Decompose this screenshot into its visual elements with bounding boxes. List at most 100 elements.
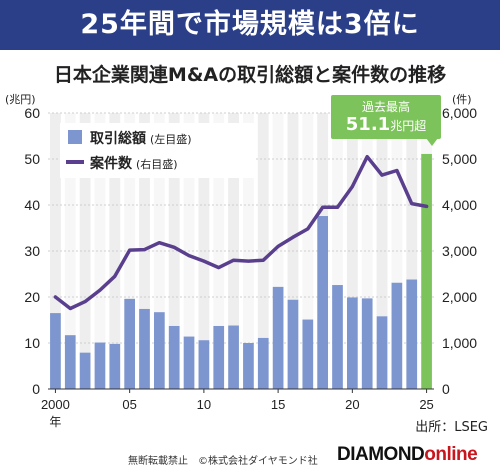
stripe <box>272 113 284 389</box>
copyright-note: 無断転載禁止 ©株式会社ダイヤモンド社 <box>128 456 318 467</box>
deal-count-line <box>53 154 429 311</box>
point-2001 <box>68 307 72 310</box>
point-2018 <box>321 205 325 209</box>
y-left-tick-label: 40 <box>24 197 40 213</box>
stripe <box>406 113 418 389</box>
stripe <box>198 113 210 389</box>
bar-2024 <box>406 279 418 389</box>
point-2004 <box>113 274 117 278</box>
y-right-tick-label: 3,000 <box>442 243 477 259</box>
point-2008 <box>172 245 176 249</box>
point-2019 <box>336 205 339 209</box>
point-2010 <box>202 259 206 263</box>
bar-2016 <box>287 299 299 389</box>
bar-series <box>50 153 432 389</box>
x-tick-label: 10 <box>197 397 211 412</box>
stripe <box>168 113 180 389</box>
banner-title: 25年間で市場規模は3倍に <box>80 9 420 40</box>
legend: 取引総額 (左目盛) 案件数 (右目盛) <box>60 123 256 178</box>
y-left-tick-label: 0 <box>32 381 40 397</box>
legend-bar-label: 取引総額 <box>90 130 146 147</box>
bar-2017 <box>302 319 314 389</box>
bar-2023 <box>391 282 403 389</box>
callout-value-row: 51.1兆円超 <box>331 115 441 136</box>
chart-title: 日本企業関連M&Aの取引総額と案件数の推移 <box>53 64 447 86</box>
stripe <box>64 113 76 389</box>
bar-2000 <box>50 313 61 389</box>
point-2009 <box>187 254 191 258</box>
y-right-tick-label: 1,000 <box>442 335 477 351</box>
x-tick-label: 05 <box>122 397 136 412</box>
point-2025 <box>425 204 429 208</box>
point-2000 <box>53 295 57 299</box>
stripe <box>361 113 373 389</box>
y-left-tick-label: 30 <box>24 243 40 259</box>
point-2011 <box>217 266 221 270</box>
y-left-tick-label: 60 <box>24 105 40 121</box>
bar-2001 <box>64 335 76 389</box>
y-left-unit: (兆円) <box>5 93 36 106</box>
axes: 0 10 20 30 40 50 60 0 1,000 2,000 3,000 4,000 5,000 6… <box>5 93 477 429</box>
legend-box <box>60 123 256 178</box>
point-2023 <box>395 169 399 172</box>
bar-2011 <box>213 325 225 389</box>
callout-label: 過去最高 <box>361 100 410 114</box>
point-2006 <box>143 248 146 252</box>
x-tick-label: 15 <box>271 397 285 412</box>
legend-bar-swatch <box>68 130 82 144</box>
stripe <box>213 113 225 389</box>
point-2021 <box>365 155 369 159</box>
bar-2020 <box>347 297 358 389</box>
point-2016 <box>291 235 295 239</box>
legend-line-axis: (右目盛) <box>136 157 178 171</box>
point-2013 <box>246 259 250 263</box>
brand-main: DIAMOND <box>337 444 425 465</box>
record-callout: 過去最高 51.1兆円超 <box>331 95 441 139</box>
stripe <box>153 113 165 389</box>
brand-suffix: online <box>424 444 478 465</box>
point-2017 <box>306 227 310 231</box>
bar-2009 <box>183 336 195 389</box>
bar-2005 <box>124 298 135 389</box>
y-left-tick-label: 10 <box>24 335 40 351</box>
bar-2022 <box>376 316 388 389</box>
point-2005 <box>128 248 132 252</box>
legend-line-label: 案件数 <box>89 155 133 172</box>
y-left-tick-label: 20 <box>24 289 40 305</box>
bar-2010 <box>198 340 210 389</box>
callout-suffix: 兆円超 <box>390 119 427 133</box>
bar-2008 <box>168 325 180 389</box>
point-2002 <box>83 300 87 304</box>
x-tick-label: 25 <box>419 397 433 412</box>
callout-value: 51.1 <box>345 114 391 135</box>
bar-2012 <box>228 325 239 389</box>
y-right-unit: (件) <box>452 93 472 106</box>
bar-2019 <box>332 285 343 389</box>
bar-2004 <box>109 343 121 389</box>
bar-2021 <box>361 298 373 389</box>
point-2015 <box>276 244 280 248</box>
y-right-tick-label: 2,000 <box>442 289 477 305</box>
bar-2014 <box>257 337 269 389</box>
title-banner: 25年間で市場規模は3倍に <box>0 0 500 50</box>
point-2014 <box>261 258 265 262</box>
stripe <box>376 113 388 389</box>
y-right-tick-label: 5,000 <box>442 151 477 167</box>
y-right-tick-label: 6,000 <box>442 105 477 121</box>
x-tick-label: 2000 <box>41 397 70 412</box>
bar-2025 <box>421 153 432 389</box>
bar-2002 <box>79 352 91 389</box>
point-2007 <box>157 241 161 245</box>
stripe <box>50 113 61 389</box>
bar-2006 <box>139 308 150 389</box>
point-2022 <box>380 173 384 177</box>
stripe <box>109 113 121 389</box>
x-year-suffix: 年 <box>49 415 61 429</box>
bar-2013 <box>243 343 254 389</box>
chart-svg: 0 10 20 30 40 50 60 0 1,000 2,000 3,000 4,000 5,000 6… <box>5 93 477 429</box>
legend-bar-axis: (左目盛) <box>150 132 192 146</box>
brand-logo: DIAMONDonline <box>337 444 478 466</box>
stripe <box>302 113 314 389</box>
point-2020 <box>350 185 354 189</box>
bar-2003 <box>94 342 106 389</box>
